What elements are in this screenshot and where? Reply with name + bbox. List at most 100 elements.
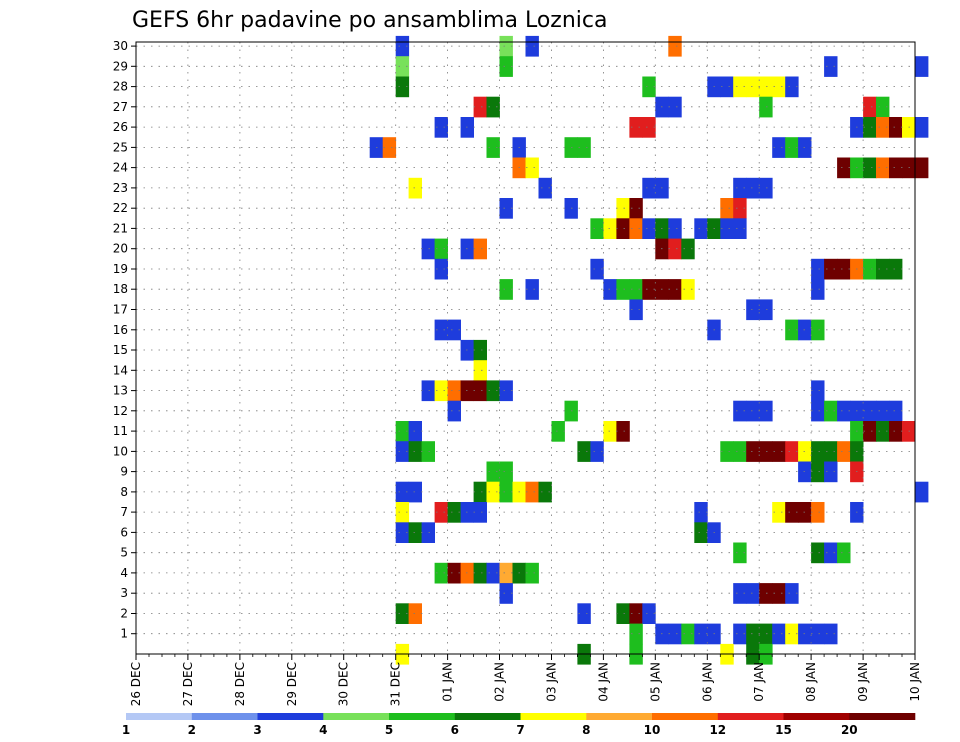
heatmap-cell [473,360,487,381]
heatmap-cell [746,441,760,462]
heatmap-cell [876,117,890,138]
heatmap-cell [746,583,760,604]
y-tick-label: 25 [113,140,128,154]
legend-label: 20 [841,723,858,737]
heatmap-cell [525,562,539,584]
heatmap-cell [408,603,422,624]
heatmap-cell [395,603,410,624]
heatmap-cell [733,198,747,219]
heatmap-cell [681,238,695,260]
heatmap-cell [616,421,630,442]
heatmap-cell [694,218,708,239]
x-tick-label: 29 DEC [285,662,299,706]
heatmap-cell [421,522,435,543]
heatmap-cell [772,137,786,158]
legend-label: 3 [253,723,261,737]
x-tick-label: 02 JAN [493,662,507,702]
y-tick-label: 20 [113,242,128,256]
heatmap-cell [486,137,500,158]
heatmap-cell [759,177,773,199]
x-tick-label: 04 JAN [596,662,610,702]
heatmap-cell [811,380,825,402]
heatmap-cell [629,299,643,321]
heatmap-cell [629,198,643,219]
heatmap-cell [772,502,786,523]
heatmap-cell [668,218,682,239]
heatmap-cell [889,157,903,179]
heatmap-cell [863,157,877,179]
y-tick-label: 28 [113,80,128,94]
heatmap-cell [759,583,773,604]
heatmap-cell [772,441,786,462]
heatmap-cell [590,258,604,280]
x-axis-ticks: 26 DEC 27 DEC 28 DEC 29 DEC 30 DEC 31 DEC 01 J… [129,654,922,706]
heatmap-cell [811,542,825,564]
heatmap-cell [668,238,682,260]
y-tick-label: 9 [120,465,128,479]
heatmap-cell [733,583,747,604]
legend-swatch [126,713,192,720]
x-tick-label: 05 JAN [648,662,662,702]
heatmap-cell [746,299,760,321]
heatmap-cell [590,218,604,239]
heatmap-cell [421,441,435,462]
y-tick-label: 15 [113,343,128,357]
y-tick-label: 12 [113,404,128,418]
heatmap-cell [447,562,461,584]
heatmap-cell [616,218,630,239]
heatmap-cell [616,279,630,300]
x-tick-label: 28 DEC [233,662,247,706]
color-legend: 1 2 3 4 5 6 7 8 10 12 15 20 [122,713,916,737]
y-tick-label: 22 [113,201,128,215]
heatmap-cell [746,623,760,645]
heatmap-cell [915,157,929,179]
heatmap-cell [785,137,799,158]
legend-swatch [849,713,916,720]
heatmap-cell [824,461,838,483]
heatmap-cell [824,400,838,422]
heatmap-cell [837,400,851,422]
heatmap-cell [889,421,903,442]
legend-swatch [389,713,455,720]
heatmap-cell [629,218,643,239]
heatmap-cell [473,562,487,584]
y-tick-label: 8 [120,485,128,499]
heatmap-cell [759,76,773,98]
heatmap-cell [538,177,552,199]
y-tick-label: 10 [113,444,128,458]
x-tick-label: 31 DEC [389,662,403,706]
heatmap-cell [811,502,825,523]
heatmap-cell [408,522,422,543]
heatmap-cell [746,400,760,422]
legend-label: 1 [122,723,130,737]
heatmap-cell [499,583,513,604]
heatmap-cell [733,76,747,98]
y-tick-label: 19 [113,262,128,276]
legend-label: 12 [709,723,726,737]
heatmap-cell [499,461,513,483]
heatmap-cell [811,258,825,280]
heatmap-cell [408,481,422,503]
heatmap-cell [499,481,513,503]
heatmap-cell [720,441,734,462]
heatmap-cell [837,157,851,179]
heatmap-cell [629,117,643,138]
heatmap-cell [577,441,591,462]
heatmap-cell [889,258,903,280]
y-tick-label: 13 [113,384,128,398]
heatmap-cell [642,603,656,624]
y-tick-label: 27 [113,100,128,114]
y-tick-label: 2 [120,607,128,621]
heatmap-cell [785,319,799,341]
heatmap-cell [811,441,825,462]
heatmap-cell [642,279,656,300]
heatmap-cell [577,137,591,158]
y-tick-label: 11 [113,424,128,438]
heatmap-cell [395,522,410,543]
heatmap-cell [395,441,410,462]
heatmap-cell [824,542,838,564]
x-tick-label: 10 JAN [908,662,922,702]
heatmap-cell [473,380,487,402]
legend-label: 7 [516,723,524,737]
